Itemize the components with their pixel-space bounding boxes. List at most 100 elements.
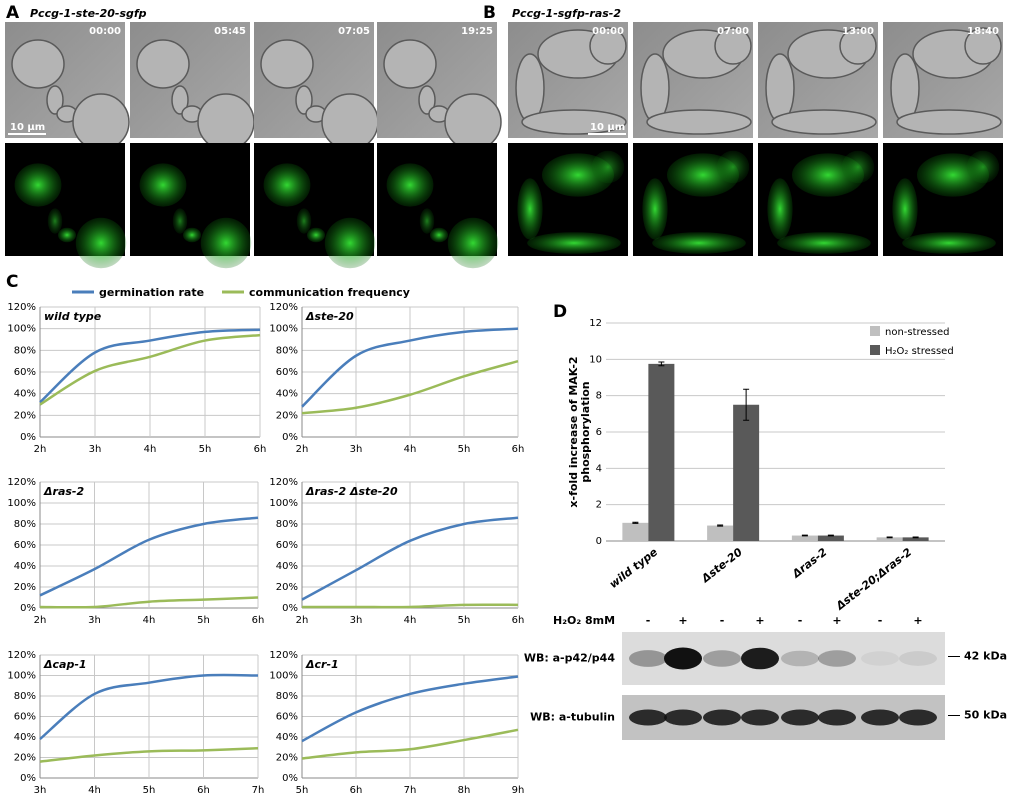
y-tick-label: 100% [7,324,36,335]
x-tick-label: 4h [88,785,101,796]
y-tick-label: 120% [7,477,36,488]
band [703,709,741,726]
lane-sign: - [720,614,725,627]
y-tick-label: 40% [14,561,36,572]
chart-title: Δras-2 Δste-20 [305,485,398,498]
line [301,728,519,760]
cell [515,53,545,123]
line [39,673,259,741]
lane-sign: - [878,614,883,627]
y-tick-label: 0% [282,773,298,784]
x-tick-label: 3h [34,785,47,796]
gfp-signal [652,232,746,254]
band [703,650,741,667]
x-tick-label: 7h [252,785,265,796]
y-tick-label: 20% [276,410,298,421]
lane-sign: - [798,614,803,627]
cell [418,85,436,115]
cell [765,53,795,123]
error-bar [658,361,665,367]
cell [771,109,877,135]
error-bar [632,521,639,524]
y-tick-label: 20% [276,582,298,593]
gfp-signal [75,217,127,269]
y-tick-label: 60% [14,367,36,378]
x-tick-label: 5h [143,785,156,796]
gfp-signal [172,208,188,234]
size-label: 50 kDa [964,709,1007,722]
error-bar [743,388,750,421]
y-tick-label: 10 [589,354,602,365]
gfp-signal [14,163,62,207]
y-tick-label: 40% [14,732,36,743]
panel-label: B [483,3,496,23]
cell [72,93,130,151]
legend-label: non-stressed [885,327,950,338]
bar [791,535,818,541]
cell [521,109,627,135]
gfp-signal [642,178,668,240]
cell [444,93,502,151]
x-tick-label: 6h [252,615,265,626]
cell [964,27,1002,65]
y-tick-label: 80% [276,345,298,356]
cell [171,85,189,115]
bar [648,363,675,541]
chart-title: wild type [44,310,102,323]
bar [622,522,649,541]
cell [260,39,314,89]
x-tick-label: 5h [458,444,471,455]
y-tick-label: 100% [269,671,298,682]
chart-title: Δcap-1 [43,658,87,671]
y-tick-label: 100% [269,498,298,509]
panel-label: D [553,302,567,322]
y-tick-label: 60% [276,712,298,723]
y-tick-label: 8 [596,391,602,402]
timestamp: 19:25 [461,26,493,37]
gfp-signal [716,150,750,184]
x-tick-label: 6h [512,444,525,455]
y-axis-label: x-fold increase of MAK-2 [567,356,580,507]
line [301,359,519,415]
band [741,647,779,670]
lane-sign: - [646,614,651,627]
y-tick-label: 12 [589,318,602,329]
y-tick-label: 0 [596,536,602,547]
panel-title: Pccg-1-sgfp-ras-2 [512,7,621,20]
y-tick-label: 60% [14,540,36,551]
x-tick-label: 2h [34,444,47,455]
gfp-signal [430,227,448,243]
x-tick-label: Δras-2 [789,545,830,581]
bar [817,535,844,541]
y-tick-label: 40% [14,389,36,400]
x-tick-label: 6h [350,785,363,796]
band [861,709,899,726]
cell [197,93,255,151]
band [781,650,819,667]
y-tick-label: 120% [7,650,36,661]
scale-bar-label: 10 μm [590,122,625,133]
x-tick-label: 9h [512,785,525,796]
panel-label: C [6,272,18,292]
error-bar [827,534,834,537]
x-tick-label: 2h [34,615,47,626]
lane-sign: + [755,614,764,627]
cell [11,39,65,89]
gfp-signal [263,163,311,207]
x-tick-label: 5h [458,615,471,626]
treatment-label: H₂O₂ 8mM [553,614,615,627]
band [664,647,702,670]
gfp-signal [419,208,435,234]
gfp-signal [841,150,875,184]
gfp-signal [386,163,434,207]
y-tick-label: 80% [14,345,36,356]
band [664,709,702,726]
y-tick-label: 20% [276,753,298,764]
cell [646,109,752,135]
x-tick-label: wild type [607,545,660,591]
timestamp: 07:00 [717,26,749,37]
y-tick-label: 20% [14,582,36,593]
gfp-signal [200,217,252,269]
y-tick-label: 0% [282,432,298,443]
y-tick-label: 6 [596,427,602,438]
